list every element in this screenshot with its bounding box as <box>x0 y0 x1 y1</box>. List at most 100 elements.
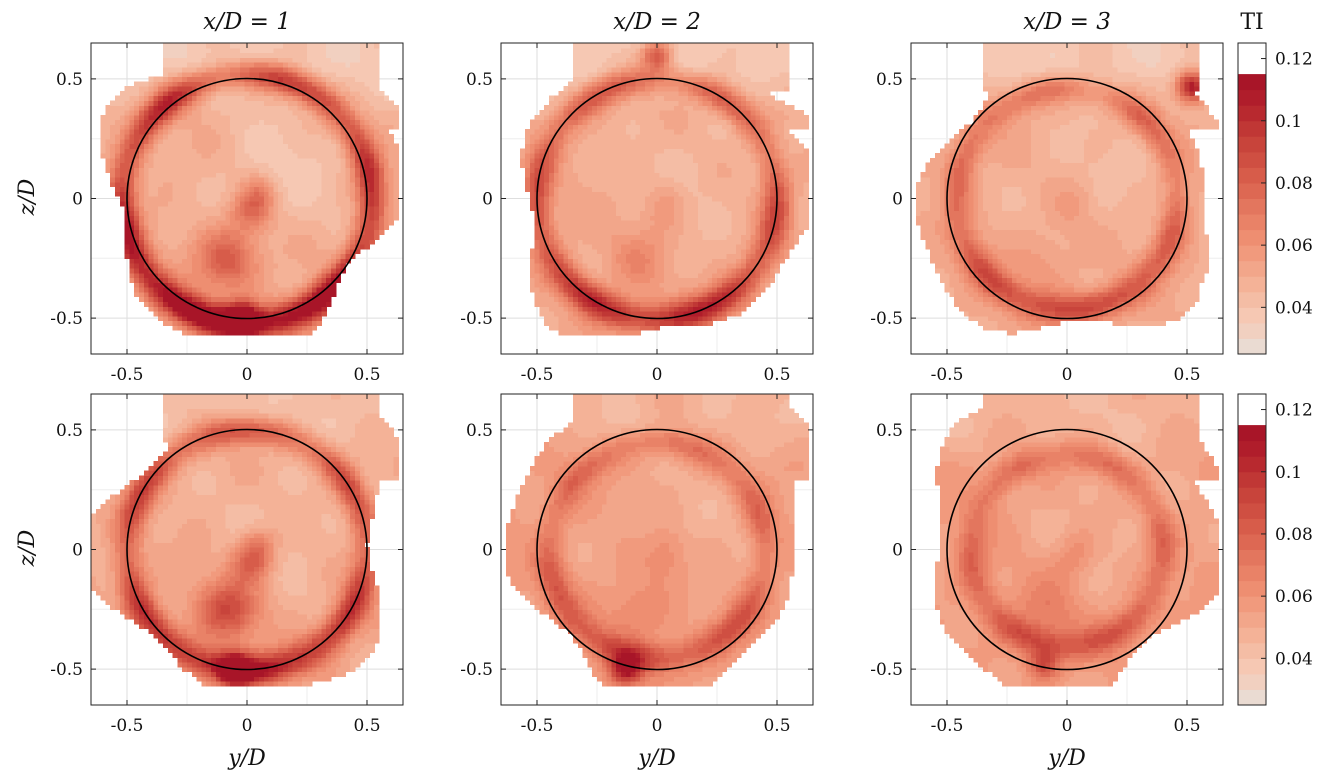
heatmap-cell <box>336 258 341 263</box>
heatmap-cell <box>587 148 592 153</box>
heatmap-cell <box>312 316 317 321</box>
heatmap-cell <box>554 210 559 215</box>
heatmap-cell <box>640 177 645 182</box>
heatmap-cell <box>312 210 317 215</box>
heatmap-cell <box>592 220 597 225</box>
heatmap-cell <box>587 100 592 105</box>
heatmap-cell <box>187 153 192 158</box>
heatmap-cell <box>192 277 197 282</box>
heatmap-cell <box>587 230 592 235</box>
heatmap-cell <box>539 110 544 115</box>
heatmap-cell <box>379 191 384 196</box>
heatmap-cell <box>129 191 134 196</box>
heatmap-cell <box>235 230 240 235</box>
heatmap-cell <box>621 96 626 101</box>
heatmap-cell <box>283 325 288 330</box>
heatmap-cell <box>549 230 554 235</box>
heatmap-cell <box>153 153 158 158</box>
heatmap-cell <box>549 273 554 278</box>
heatmap-cell <box>645 139 650 144</box>
heatmap-cell <box>293 191 298 196</box>
heatmap-cell <box>535 139 540 144</box>
heatmap-cell <box>317 187 322 192</box>
heatmap-cell <box>269 254 274 259</box>
heatmap-cell <box>573 158 578 163</box>
heatmap-cell <box>216 244 221 249</box>
heatmap-cell <box>674 48 679 53</box>
heatmap-cell <box>611 215 616 220</box>
heatmap-cell <box>331 158 336 163</box>
heatmap-cell <box>602 263 607 268</box>
heatmap-cell <box>163 43 168 48</box>
heatmap-cell <box>563 91 568 96</box>
heatmap-cell <box>312 325 317 330</box>
heatmap-cell <box>129 268 134 273</box>
heatmap-cell <box>321 225 326 230</box>
heatmap-cell <box>192 215 197 220</box>
heatmap-cell <box>297 311 302 316</box>
heatmap-cell <box>611 62 616 67</box>
heatmap-cell <box>317 120 322 125</box>
heatmap-cell <box>163 187 168 192</box>
heatmap-cell <box>269 62 274 67</box>
heatmap-cell <box>283 153 288 158</box>
heatmap-cell <box>206 172 211 177</box>
heatmap-cell <box>645 210 650 215</box>
heatmap-field <box>520 43 809 335</box>
heatmap-cell <box>530 191 535 196</box>
heatmap-cell <box>602 292 607 297</box>
heatmap-cell <box>182 225 187 230</box>
heatmap-cell <box>221 330 226 335</box>
heatmap-cell <box>640 277 645 282</box>
heatmap-cell <box>640 100 645 105</box>
heatmap-cell <box>331 53 336 58</box>
heatmap-cell <box>249 129 254 134</box>
heatmap-cell <box>221 67 226 72</box>
heatmap-cell <box>225 311 230 316</box>
heatmap-cell <box>302 277 307 282</box>
heatmap-cell <box>602 321 607 326</box>
heatmap-cell <box>245 311 250 316</box>
heatmap-cell <box>578 53 583 58</box>
heatmap-cell <box>269 143 274 148</box>
heatmap-cell <box>187 287 192 292</box>
heatmap-cell <box>221 301 226 306</box>
heatmap-cell <box>168 53 173 58</box>
heatmap-cell <box>235 191 240 196</box>
heatmap-cell <box>163 115 168 120</box>
heatmap-cell <box>230 239 235 244</box>
heatmap-cell <box>182 249 187 254</box>
heatmap-cell <box>182 244 187 249</box>
heatmap-cell <box>273 48 278 53</box>
heatmap-cell <box>645 230 650 235</box>
heatmap-cell <box>249 153 254 158</box>
heatmap-cell <box>269 167 274 172</box>
heatmap-cell <box>307 115 312 120</box>
heatmap-cell <box>206 273 211 278</box>
heatmap-cell <box>278 268 283 273</box>
heatmap-cell <box>631 234 636 239</box>
heatmap-cell <box>129 120 134 125</box>
heatmap-cell <box>355 120 360 125</box>
heatmap-cell <box>197 311 202 316</box>
heatmap-cell <box>197 81 202 86</box>
heatmap-cell <box>297 277 302 282</box>
heatmap-cell <box>206 76 211 81</box>
heatmap-cell <box>269 124 274 129</box>
heatmap-cell <box>664 263 669 268</box>
heatmap-cell <box>297 249 302 254</box>
heatmap-cell <box>293 316 298 321</box>
heatmap-cell <box>206 220 211 225</box>
heatmap-cell <box>134 263 139 268</box>
heatmap-cell <box>587 163 592 168</box>
heatmap-cell <box>197 187 202 192</box>
heatmap-cell <box>297 96 302 101</box>
heatmap-cell <box>317 57 322 62</box>
heatmap-cell <box>592 268 597 273</box>
heatmap-cell <box>153 292 158 297</box>
heatmap-cell <box>278 72 283 77</box>
heatmap-cell <box>578 86 583 91</box>
heatmap-cell <box>211 100 216 105</box>
heatmap-cell <box>173 134 178 139</box>
heatmap-cell <box>664 115 669 120</box>
